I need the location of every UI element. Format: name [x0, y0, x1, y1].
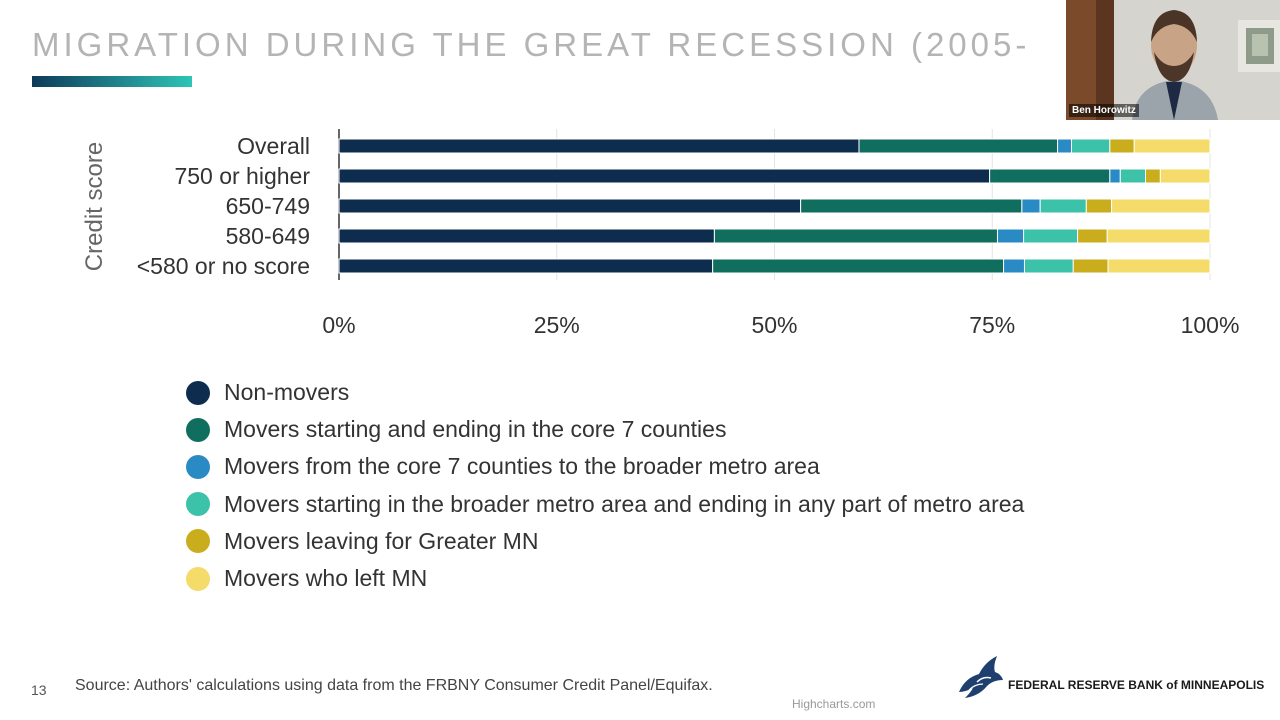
bar-segment — [713, 228, 998, 244]
legend-item[interactable]: Movers leaving for Greater MN — [186, 523, 1024, 560]
org-name: FEDERAL RESERVE BANK of MINNEAPOLIS — [1008, 678, 1265, 692]
bar-segment — [1119, 168, 1147, 184]
legend-swatch-icon — [186, 566, 210, 591]
legend-swatch-icon — [186, 454, 210, 479]
legend-item[interactable]: Movers from the core 7 counties to the b… — [186, 448, 1024, 485]
legend-label: Non-movers — [224, 379, 350, 406]
bar-segment — [712, 258, 1005, 274]
legend-swatch-icon — [186, 529, 210, 554]
bar-segment — [800, 198, 1023, 214]
bar-segment — [1111, 198, 1211, 214]
bar-segment — [1071, 138, 1111, 154]
bar-segment — [1085, 198, 1113, 214]
bar-segment — [1109, 168, 1121, 184]
bar-segment — [1023, 258, 1074, 274]
title-accent-bar — [32, 76, 192, 87]
bar-segment — [338, 258, 714, 274]
bar-segment — [996, 228, 1025, 244]
slide-number: 13 — [31, 682, 47, 698]
legend-swatch-icon — [186, 492, 210, 517]
chart-legend: Non-movers Movers starting and ending in … — [186, 374, 1024, 597]
bar-segment — [1072, 258, 1109, 274]
bar-segment — [338, 168, 991, 184]
bar-segment — [858, 138, 1059, 154]
eagle-logo-icon — [959, 656, 1003, 698]
x-tick-label: 50% — [751, 312, 797, 338]
legend-item[interactable]: Non-movers — [186, 374, 1024, 411]
legend-swatch-icon — [186, 380, 210, 405]
bar-segment — [1107, 258, 1211, 274]
x-tick-label: 100% — [1181, 312, 1240, 338]
source-note: Source: Authors' calculations using data… — [75, 677, 713, 694]
category-label: 580-649 — [226, 223, 310, 249]
bar-segment — [1145, 168, 1161, 184]
stacked-bar-chart: 0% 25% 50% 75% 100% Credit score Overall 750 or… — [81, 129, 1240, 338]
x-tick-label: 75% — [969, 312, 1015, 338]
legend-item[interactable]: Movers who left MN — [186, 560, 1024, 597]
speaker-name-label: Ben Horowitz — [1069, 104, 1139, 117]
speaker-video-frame — [1066, 0, 1280, 120]
legend-label: Movers starting and ending in the core 7… — [224, 416, 727, 443]
bar-segment — [1021, 198, 1041, 214]
bar-segment — [338, 228, 715, 244]
y-axis-title: Credit score — [81, 142, 108, 271]
legend-item[interactable]: Movers starting in the broader metro are… — [186, 486, 1024, 523]
category-label: Overall — [237, 133, 310, 159]
bar-segment — [989, 168, 1111, 184]
bar-segment — [1057, 138, 1073, 154]
bar-segment — [338, 198, 802, 214]
x-tick-label: 25% — [534, 312, 580, 338]
bar-segment — [1003, 258, 1025, 274]
bar-segment — [1106, 228, 1211, 244]
legend-item[interactable]: Movers starting and ending in the core 7… — [186, 411, 1024, 448]
legend-swatch-icon — [186, 417, 210, 442]
bar-segment — [1039, 198, 1087, 214]
category-label: <580 or no score — [137, 253, 310, 279]
legend-label: Movers starting in the broader metro are… — [224, 490, 1025, 517]
category-label: 650-749 — [226, 193, 310, 219]
video-tile[interactable]: Ben Horowitz — [1066, 0, 1280, 120]
bar-segment — [1077, 228, 1108, 244]
category-label: 750 or higher — [174, 163, 310, 189]
legend-label: Movers leaving for Greater MN — [224, 527, 539, 554]
highcharts-credit-link[interactable]: Highcharts.com — [792, 697, 876, 711]
bar-segment — [1133, 138, 1211, 154]
slide-title: MIGRATION DURING THE GREAT RECESSION (20… — [32, 26, 1031, 63]
bar-segment — [1023, 228, 1079, 244]
x-tick-label: 0% — [322, 312, 355, 338]
bar-segment — [1159, 168, 1211, 184]
bar-segment — [338, 138, 860, 154]
legend-label: Movers from the core 7 counties to the b… — [224, 453, 820, 480]
legend-label: Movers who left MN — [224, 565, 428, 592]
bar-segment — [1109, 138, 1135, 154]
